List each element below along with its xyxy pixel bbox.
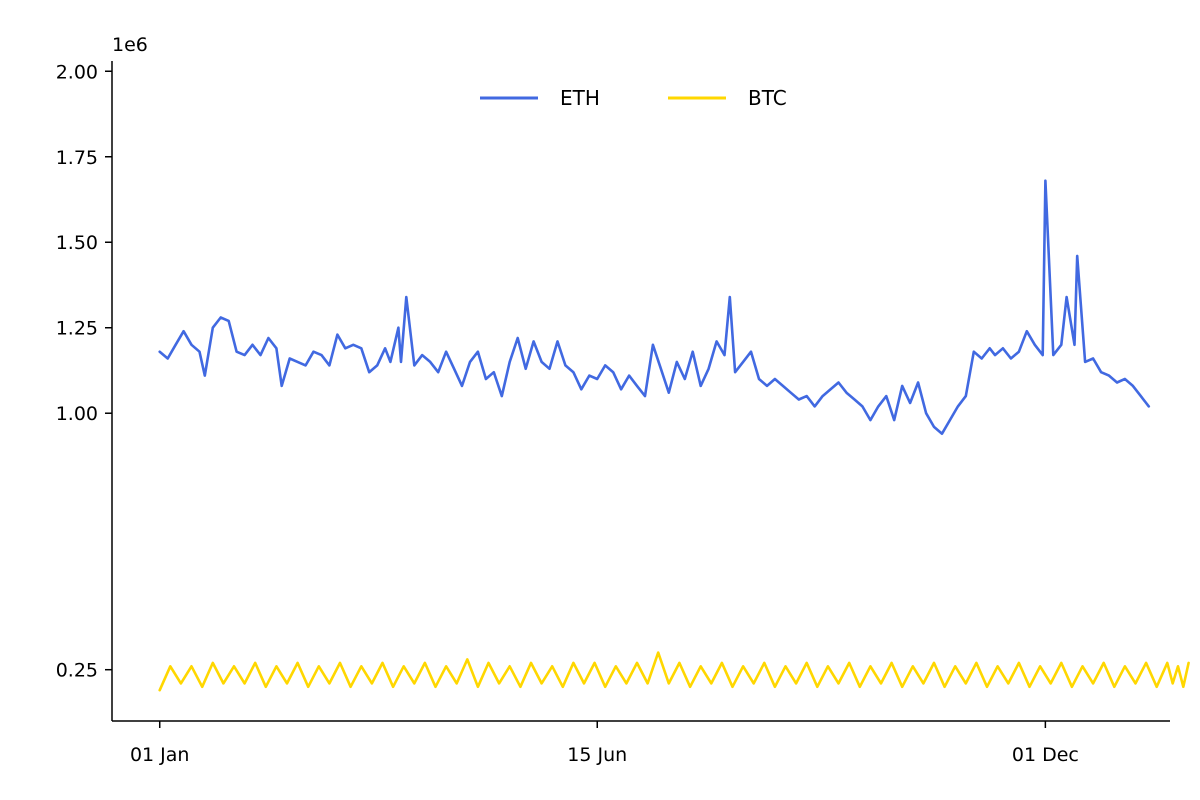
y-tick-label: 1.50 [56, 232, 98, 254]
x-axis-ticks: 01 Jan 15 Jun 01 Dec [130, 721, 1079, 766]
legend-label: BTC [748, 86, 787, 110]
legend: ETH BTC [480, 86, 787, 110]
y-offset-label: 1e6 [112, 34, 148, 56]
y-tick-label: 1.25 [56, 318, 98, 340]
x-tick-label: 01 Dec [1012, 744, 1079, 766]
series-line-btc [158, 651, 1190, 692]
x-tick-label: 01 Jan [130, 744, 190, 766]
y-tick-label: 2.00 [56, 61, 98, 83]
legend-item-eth: ETH [480, 86, 600, 110]
y-tick-label: 1.00 [56, 403, 98, 425]
legend-label: ETH [560, 86, 600, 110]
x-tick-label: 15 Jun [567, 744, 627, 766]
series-line-eth [158, 179, 1151, 435]
y-tick-label: 1.75 [56, 147, 98, 169]
series-layer [158, 179, 1190, 692]
y-axis-ticks: 0.25 1.00 1.25 1.50 1.75 2.00 [56, 61, 112, 682]
legend-item-btc: BTC [668, 86, 787, 110]
y-tick-label: 0.25 [56, 660, 98, 682]
